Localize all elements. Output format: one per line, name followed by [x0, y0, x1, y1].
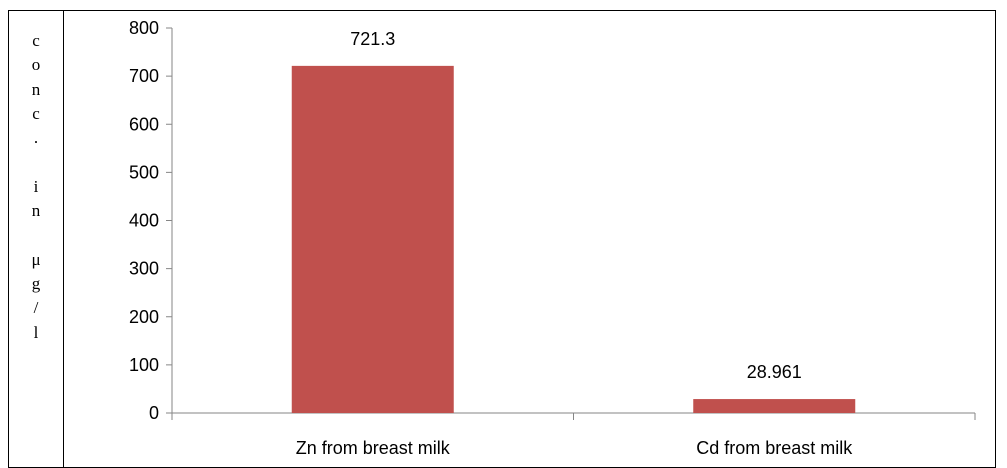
x-category-label: Cd from breast milk: [696, 438, 853, 458]
y-tick-label: 800: [129, 18, 159, 38]
y-axis-label: c o n c . i n μ g / l: [31, 31, 41, 342]
bar: [693, 399, 856, 413]
y-tick-label: 300: [129, 259, 159, 279]
y-tick-label: 100: [129, 355, 159, 375]
x-category-label: Zn from breast milk: [296, 438, 451, 458]
y-tick-label: 600: [129, 114, 159, 134]
data-label: 721.3: [350, 29, 395, 49]
y-tick-label: 700: [129, 66, 159, 86]
y-tick-label: 400: [129, 211, 159, 231]
y-tick-label: 0: [149, 403, 159, 423]
y-tick-label: 200: [129, 307, 159, 327]
chart-frame: [8, 10, 996, 468]
y-axis-label-box: c o n c . i n μ g / l: [8, 10, 64, 468]
bar: [291, 65, 454, 413]
data-label: 28.961: [747, 362, 802, 382]
y-tick-label: 500: [129, 162, 159, 182]
